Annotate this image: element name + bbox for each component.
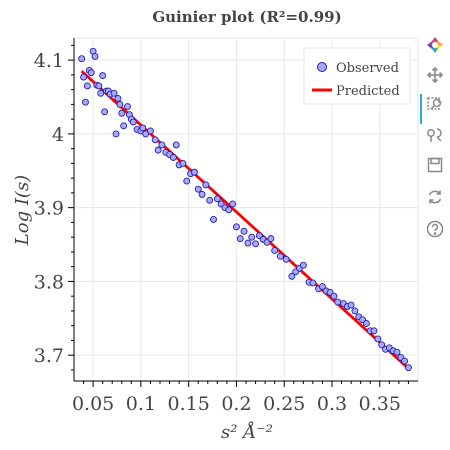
observed-point xyxy=(271,246,279,254)
observed-point xyxy=(101,108,109,116)
observed-point xyxy=(82,98,89,106)
box-zoom-icon[interactable] xyxy=(426,96,444,114)
legend-predicted-label: Predicted xyxy=(336,84,400,99)
observed-point xyxy=(139,124,147,132)
observed-point xyxy=(299,261,307,269)
observed-point xyxy=(351,307,359,315)
x-axis-title: s² Å⁻² xyxy=(221,421,273,443)
x-tick-label: 0.15 xyxy=(168,393,210,415)
observed-point xyxy=(91,52,99,60)
bokeh-logo-icon[interactable] xyxy=(426,36,444,54)
observed-point xyxy=(95,82,103,90)
y-tick-label: 3.8 xyxy=(34,271,64,293)
help-icon[interactable] xyxy=(426,220,444,238)
plot-toolbar xyxy=(420,32,450,282)
observed-point xyxy=(210,216,217,223)
legend-observed-label: Observed xyxy=(336,61,399,76)
observed-point xyxy=(229,200,237,208)
reset-icon[interactable] xyxy=(426,188,444,206)
observed-point xyxy=(112,130,120,138)
observed-point xyxy=(179,159,187,167)
observed-point xyxy=(240,227,248,235)
observed-point xyxy=(248,233,256,241)
observed-point xyxy=(404,364,412,372)
observed-point xyxy=(334,298,342,306)
observed-point xyxy=(83,82,91,90)
pan-icon[interactable] xyxy=(426,66,444,84)
observed-point xyxy=(110,89,118,97)
observed-point xyxy=(330,292,338,300)
wheel-zoom-icon[interactable] xyxy=(426,126,444,144)
y-axis-ticks: 3.7 3.8 3.9 4 4.1 xyxy=(34,44,74,371)
observed-point xyxy=(202,181,210,189)
observed-point xyxy=(124,103,131,111)
x-tick-label: 0.2 xyxy=(221,393,251,415)
legend: Observed Predicted xyxy=(303,47,411,105)
observed-point xyxy=(370,327,378,335)
observed-point xyxy=(252,240,260,248)
x-tick-label: 0.3 xyxy=(317,393,347,415)
observed-point xyxy=(236,235,244,243)
observed-point xyxy=(288,272,296,280)
observed-point xyxy=(151,136,159,144)
x-tick-label: 0.35 xyxy=(359,393,401,415)
observed-point xyxy=(225,206,233,214)
observed-point xyxy=(116,100,124,108)
observed-point xyxy=(378,341,386,349)
observed-point xyxy=(129,118,137,126)
observed-point xyxy=(146,127,154,135)
chart-title: Guinier plot (R²=0.99) xyxy=(152,8,341,26)
observed-point xyxy=(78,55,86,63)
observed-point xyxy=(276,252,284,260)
observed-point xyxy=(99,72,107,80)
observed-point xyxy=(401,357,409,365)
y-axis-title: Log I(s) xyxy=(12,175,33,246)
x-tick-label: 0.1 xyxy=(126,393,156,415)
observed-point xyxy=(362,320,370,327)
observed-point xyxy=(154,146,162,154)
observed-series xyxy=(78,47,412,372)
y-tick-label: 4.1 xyxy=(34,50,64,72)
x-tick-label: 0.05 xyxy=(72,393,114,415)
observed-point xyxy=(114,95,122,102)
save-icon[interactable] xyxy=(426,156,444,174)
observed-point xyxy=(282,255,290,263)
observed-point xyxy=(80,73,88,81)
x-axis-ticks: 0.05 0.1 0.15 0.2 0.25 0.3 0.35 xyxy=(72,381,409,415)
observed-point xyxy=(198,190,206,198)
observed-point xyxy=(206,196,214,204)
x-tick-label: 0.25 xyxy=(263,393,305,415)
y-tick-label: 3.7 xyxy=(34,345,64,367)
observed-point xyxy=(172,141,180,149)
active-tool-indicator xyxy=(420,94,422,124)
observed-point xyxy=(309,279,317,287)
legend-box xyxy=(303,47,411,105)
observed-point xyxy=(158,141,166,149)
observed-point xyxy=(244,239,252,247)
observed-point xyxy=(374,335,382,343)
observed-point xyxy=(169,154,177,161)
legend-observed-marker xyxy=(317,62,327,72)
observed-point xyxy=(393,348,401,356)
observed-point xyxy=(183,177,191,185)
observed-point xyxy=(194,185,202,193)
observed-point xyxy=(267,235,275,243)
observed-point xyxy=(232,223,240,231)
observed-point xyxy=(213,195,221,203)
observed-point xyxy=(347,301,355,309)
observed-point xyxy=(87,69,95,77)
observed-point xyxy=(118,109,126,117)
observed-point xyxy=(318,283,326,291)
y-tick-label: 4 xyxy=(52,124,64,146)
observed-point xyxy=(97,89,105,97)
observed-point xyxy=(190,168,198,176)
y-tick-label: 3.9 xyxy=(34,198,64,220)
observed-point xyxy=(120,122,128,130)
